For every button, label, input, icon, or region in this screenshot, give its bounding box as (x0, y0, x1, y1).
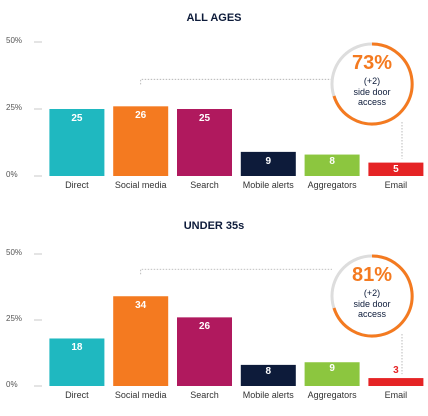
bar (304, 362, 360, 386)
bar (49, 109, 105, 176)
annotation-arc (332, 42, 414, 126)
y-tick-label: 0% (6, 380, 18, 389)
value-label: 8 (329, 155, 335, 167)
x-tick-label: Aggregators (307, 180, 357, 190)
annotation-arc (332, 254, 414, 338)
bar (113, 296, 169, 386)
annotation-change: (+2) (363, 288, 381, 298)
x-tick-label: Search (190, 390, 219, 400)
bar (177, 317, 232, 386)
value-label: 5 (393, 163, 399, 175)
x-tick-label: Search (190, 180, 219, 190)
connector (140, 268, 332, 275)
annotation-change: (+2) (363, 76, 381, 86)
bar (49, 338, 105, 386)
x-tick-label: Aggregators (307, 390, 357, 400)
value-label: 26 (135, 110, 147, 122)
value-label: 9 (329, 363, 335, 375)
y-tick-label: 25% (6, 103, 23, 112)
annotation-value: 81% (351, 264, 393, 286)
bar (368, 378, 424, 386)
value-label: 3 (393, 365, 399, 377)
x-tick-label: Social media (114, 390, 167, 400)
bar (240, 364, 296, 386)
annotation-text: side door access (353, 299, 391, 319)
bar (368, 162, 424, 176)
x-tick-label: Email (384, 390, 408, 400)
x-tick-label: Direct (65, 180, 89, 190)
value-label: 26 (198, 321, 211, 333)
value-label: 9 (265, 155, 272, 167)
y-tick-label: 0% (6, 170, 18, 179)
y-tick-label: 50% (6, 248, 23, 257)
y-tick-label: 25% (6, 314, 23, 323)
chart-title: UNDER 35s (183, 220, 245, 232)
x-tick-label: Social media (114, 180, 167, 190)
y-tick-label: 50% (6, 36, 23, 45)
connector (140, 78, 332, 85)
bar (304, 154, 360, 176)
value-label: 18 (71, 342, 83, 354)
value-label: 34 (135, 300, 147, 312)
value-label: 8 (265, 365, 272, 377)
x-tick-label: Mobile alerts (242, 180, 294, 190)
x-tick-label: Mobile alerts (242, 390, 294, 400)
x-tick-label: Email (384, 180, 408, 190)
bar (240, 151, 296, 176)
value-label: 25 (71, 113, 83, 124)
chart-title: ALL AGES (186, 12, 242, 24)
value-label: 25 (198, 113, 211, 124)
annotation-value: 73% (351, 52, 393, 74)
bar (177, 109, 232, 176)
x-tick-label: Direct (65, 390, 89, 400)
bar (113, 106, 169, 176)
annotation-text: side door access (353, 87, 391, 107)
